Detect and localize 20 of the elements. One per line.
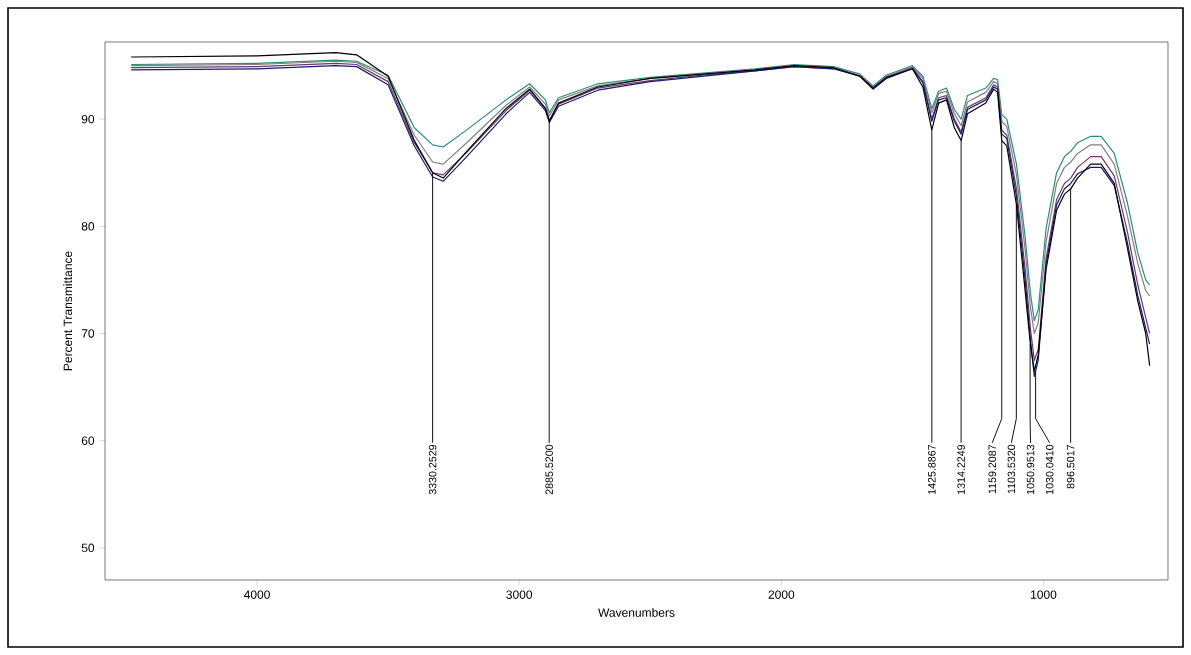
x-tick-label: 2000 xyxy=(768,590,795,599)
y-tick-label: 90 xyxy=(81,114,95,124)
annotation: 1030.0410 xyxy=(1045,444,1054,494)
y-tick-label: 60 xyxy=(81,436,95,445)
annotation: 1159.2087 xyxy=(988,444,997,494)
x-tick-label: 1000 xyxy=(1031,590,1057,599)
x-axis-title: Wavenumbers xyxy=(598,608,675,617)
y-axis-title: Percent Transmittance xyxy=(63,251,73,371)
annotation: 1103.5320 xyxy=(1007,444,1016,494)
x-tick-label: 4000 xyxy=(243,590,270,599)
annotation: 896.5017 xyxy=(1066,444,1075,489)
annotation: 3330.2529 xyxy=(428,444,437,495)
annotation: 1425.8867 xyxy=(928,444,936,494)
y-tick-label: 70 xyxy=(81,329,95,338)
annotation: 1050.9513 xyxy=(1026,444,1035,494)
y-tick-label: 50 xyxy=(81,543,95,553)
x-tick-label: 3000 xyxy=(506,590,533,599)
annotation: 1314.2249 xyxy=(957,444,965,494)
y-tick-label: 80 xyxy=(81,222,95,231)
annotation: 2885.5200 xyxy=(545,444,553,495)
